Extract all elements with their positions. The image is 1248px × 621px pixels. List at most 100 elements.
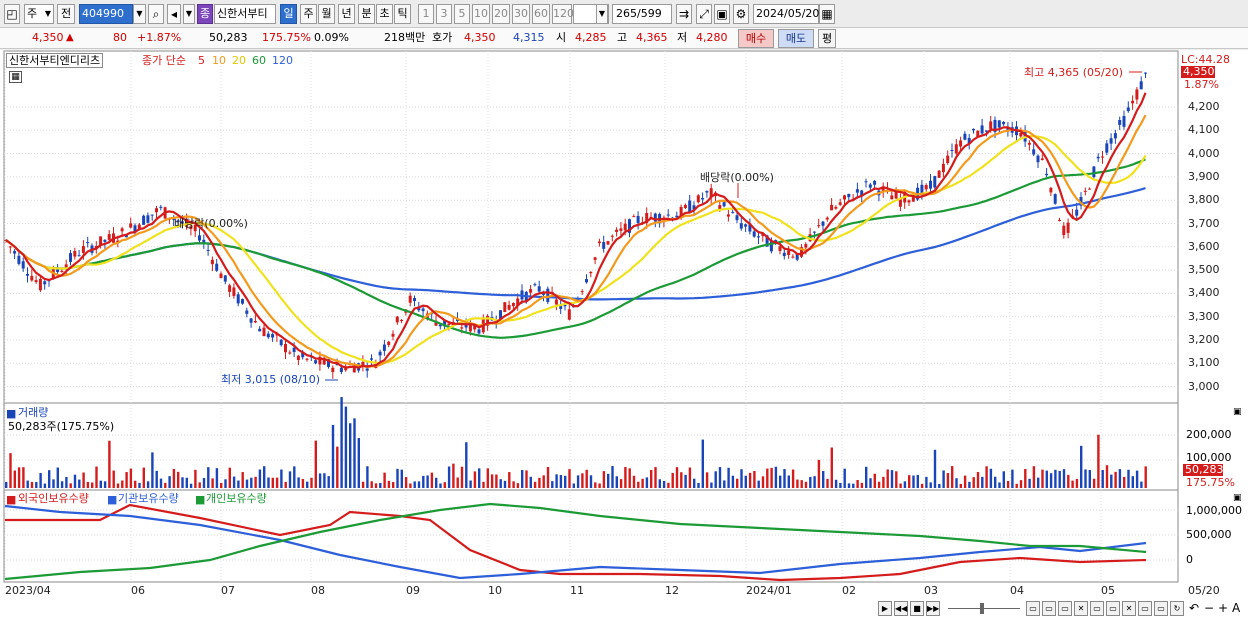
volume-bar: [495, 474, 498, 488]
candle-body: [563, 304, 567, 307]
fast-forward-icon[interactable]: ▶▶: [926, 601, 940, 616]
close-panel-icon[interactable]: ▣: [1233, 407, 1242, 417]
volume-pct-badge: 175.75%: [1186, 476, 1235, 489]
period-button-4[interactable]: 분: [358, 4, 375, 24]
candle-body: [13, 251, 17, 254]
candle-body: [327, 359, 330, 367]
rewind-icon[interactable]: ◀◀: [894, 601, 908, 616]
interval-button-1[interactable]: 3: [436, 4, 452, 24]
volume-bar: [1071, 480, 1074, 488]
period-button-3[interactable]: 년: [338, 4, 355, 24]
interval-button-6[interactable]: 60: [532, 4, 550, 24]
layout-6-icon[interactable]: ▭: [1106, 601, 1120, 616]
table-icon[interactable]: ▦: [9, 71, 22, 83]
interval-button-5[interactable]: 30: [512, 4, 530, 24]
zoom-slider-handle[interactable]: [980, 603, 984, 614]
panel-collapse-icon[interactable]: ■: [107, 493, 118, 506]
font-size-icon[interactable]: A: [1232, 601, 1241, 615]
candle-body: [907, 200, 911, 203]
zoom-out-icon[interactable]: −: [1204, 601, 1215, 615]
candle-body: [1049, 187, 1053, 193]
layout-5-icon[interactable]: ▭: [1090, 601, 1104, 616]
ma-120-label: 120: [272, 54, 293, 67]
volume-bar: [976, 471, 980, 488]
candle-body: [296, 355, 300, 361]
zoom-slider-track[interactable]: [948, 608, 1020, 609]
candle-body: [137, 224, 141, 229]
period-button-0[interactable]: 일: [280, 4, 297, 24]
scroll-left-icon[interactable]: ↶: [1189, 601, 1200, 615]
gear-icon[interactable]: ⚙: [733, 4, 749, 24]
period-button-1[interactable]: 주: [300, 4, 317, 24]
prev-button[interactable]: 전: [57, 4, 75, 24]
volume-bar: [1011, 469, 1014, 488]
candle-body: [1109, 138, 1113, 144]
chevron-down-icon[interactable]: ▼: [596, 4, 608, 24]
layout-10-icon[interactable]: ↻: [1170, 601, 1184, 616]
chart-layout-icon[interactable]: ◰: [4, 4, 20, 24]
buy-button[interactable]: 매수: [738, 29, 774, 48]
speaker-icon[interactable]: ◂: [167, 4, 181, 24]
price-change-pct: +1.87%: [137, 31, 182, 44]
chart-canvas[interactable]: [0, 50, 1248, 621]
volume-bar: [585, 469, 588, 488]
candle-body: [1105, 143, 1109, 153]
period-button-5[interactable]: 초: [376, 4, 393, 24]
interval-button-2[interactable]: 5: [454, 4, 470, 24]
layout-9-icon[interactable]: ▭: [1154, 601, 1168, 616]
layout-8-icon[interactable]: ▭: [1138, 601, 1152, 616]
candle-body: [81, 246, 85, 253]
layout-4-icon[interactable]: ✕: [1074, 601, 1088, 616]
layout-7-icon[interactable]: ✕: [1122, 601, 1136, 616]
period-button-6[interactable]: 틱: [394, 4, 411, 24]
layout-3-icon[interactable]: ▭: [1058, 601, 1072, 616]
date-input[interactable]: 2024/05/20: [753, 4, 819, 24]
stock-name-field[interactable]: 신한서부티: [214, 4, 276, 24]
layout-1-icon[interactable]: ▭: [1026, 601, 1040, 616]
volume-bar: [1015, 483, 1018, 488]
play-icon[interactable]: ▶: [878, 601, 892, 616]
candle-body: [834, 206, 838, 209]
volume-bar: [237, 480, 240, 488]
period-button-2[interactable]: 월: [318, 4, 335, 24]
interval-button-4[interactable]: 20: [492, 4, 510, 24]
stock-code-input[interactable]: 404990: [79, 4, 133, 24]
volume-bar: [873, 473, 876, 488]
candle-body: [804, 244, 808, 248]
panel-collapse-icon[interactable]: ■: [6, 407, 17, 420]
chevron-down-icon[interactable]: ▼: [133, 4, 146, 24]
volume-bar: [215, 468, 219, 488]
volume-bar: [1062, 469, 1066, 488]
stop-icon[interactable]: ■: [910, 601, 924, 616]
chart-area[interactable]: 신한서부티엔디리츠 종가 단순 5 10 20 60 120 ▦ LC:44.2…: [0, 50, 1248, 621]
data-count-field[interactable]: 265/599: [612, 4, 672, 24]
volume-bar: [379, 482, 382, 488]
save-icon[interactable]: ▣: [714, 4, 730, 24]
candle-body: [1075, 209, 1079, 216]
interval-button-0[interactable]: 1: [418, 4, 434, 24]
x-axis-label: 02: [842, 584, 856, 597]
volume-bar: [1028, 478, 1031, 488]
panel-collapse-icon[interactable]: ■: [6, 493, 17, 506]
interval-button-7[interactable]: 120: [552, 4, 574, 24]
chevron-down-icon[interactable]: ▼: [183, 4, 195, 24]
volume-bar: [129, 468, 133, 488]
sell-button[interactable]: 매도: [778, 29, 814, 48]
stock-name-box[interactable]: 신한서부티엔디리츠: [6, 53, 104, 68]
average-button[interactable]: 평: [818, 29, 836, 48]
volume-bar: [387, 480, 391, 488]
volume-bar: [409, 483, 412, 488]
close-panel-icon[interactable]: ▣: [1233, 493, 1242, 503]
candle-body: [249, 318, 253, 323]
interval-button-3[interactable]: 10: [472, 4, 490, 24]
draw-tool-icon[interactable]: ⤢: [696, 4, 712, 24]
volume-bar: [908, 475, 911, 488]
layout-2-icon[interactable]: ▭: [1042, 601, 1056, 616]
period-type-select[interactable]: 주 ▼: [24, 4, 54, 24]
search-icon[interactable]: ⌕: [148, 4, 164, 24]
calendar-icon[interactable]: ▦: [819, 4, 835, 24]
auto-scroll-icon[interactable]: ⇉: [676, 4, 692, 24]
candle-body: [623, 223, 627, 231]
panel-collapse-icon[interactable]: ■: [195, 493, 206, 506]
zoom-in-icon[interactable]: +: [1218, 601, 1229, 615]
